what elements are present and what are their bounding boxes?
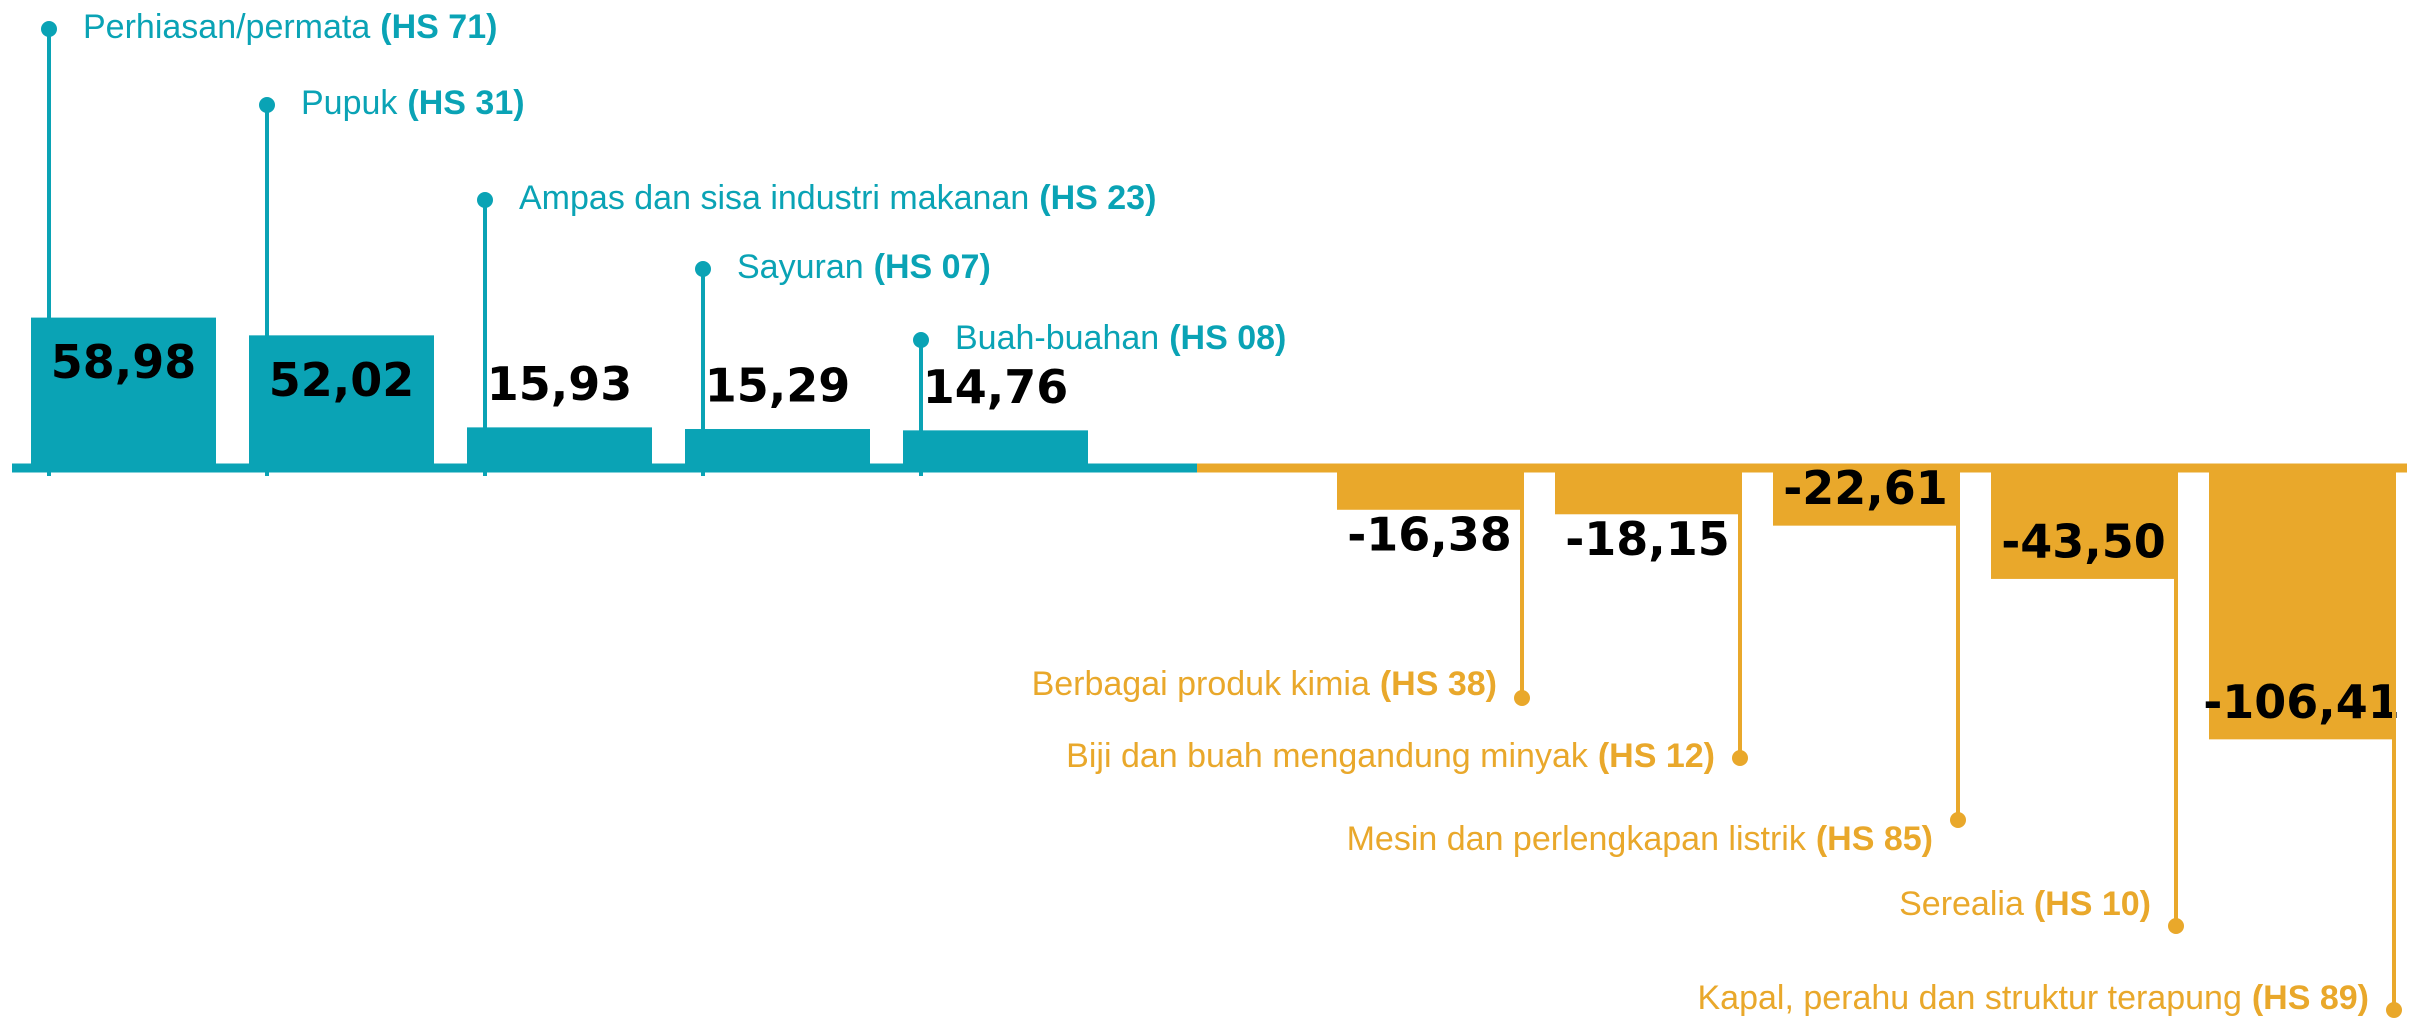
category-name: Perhiasan/permata (83, 8, 370, 46)
category-code: (HS 38) (1380, 665, 1497, 703)
value-label: -18,15 (1565, 512, 1730, 566)
value-label: 14,76 (923, 360, 1069, 414)
category-label: Perhiasan/permata (HS 71) (83, 8, 497, 46)
category-label: Sayuran (HS 07) (737, 248, 991, 286)
value-label: -43,50 (2001, 514, 2166, 568)
category-label: Kapal, perahu dan struktur terapung (HS 8… (1697, 979, 2369, 1017)
bar (1555, 468, 1740, 515)
value-label: 15,93 (487, 357, 633, 411)
callout-dot (477, 192, 493, 208)
category-code: (HS 71) (380, 8, 497, 46)
callout-dot (1732, 750, 1748, 766)
value-label: 58,98 (51, 335, 197, 389)
category-label: Ampas dan sisa industri makanan (HS 23) (519, 179, 1156, 217)
category-name: Buah-buahan (955, 319, 1159, 357)
value-label: -22,61 (1783, 461, 1948, 515)
bar (1991, 468, 2176, 579)
category-name: Berbagai produk kimia (1032, 665, 1370, 703)
callout-dot (695, 261, 711, 277)
category-code: (HS 07) (874, 248, 991, 286)
category-code: (HS 89) (2252, 979, 2369, 1017)
callout-dot (259, 97, 275, 113)
category-code: (HS 12) (1598, 737, 1715, 775)
category-name: Mesin dan perlengkapan listrik (1347, 820, 1807, 858)
value-label: 52,02 (269, 353, 415, 407)
category-label: Mesin dan perlengkapan listrik (HS 85) (1347, 820, 1933, 858)
category-label: Pupuk (HS 31) (301, 84, 525, 122)
value-label: 15,29 (705, 359, 851, 413)
callout-dot (2168, 918, 2184, 934)
bar (467, 427, 652, 468)
category-code: (HS 85) (1816, 820, 1933, 858)
category-label: Berbagai produk kimia (HS 38) (1032, 665, 1497, 703)
category-label: Biji dan buah mengandung minyak (HS 12) (1066, 737, 1715, 775)
callout-dot (2386, 1002, 2402, 1018)
category-name: Biji dan buah mengandung minyak (1066, 737, 1589, 775)
callout-dot (913, 332, 929, 348)
category-code: (HS 31) (407, 84, 524, 122)
category-label: Serealia (HS 10) (1899, 885, 2151, 923)
bar (2209, 468, 2394, 740)
value-label: -106,41 (2203, 675, 2400, 729)
category-name: Kapal, perahu dan struktur terapung (1697, 979, 2241, 1017)
value-label: -16,38 (1347, 507, 1512, 561)
category-name: Serealia (1899, 885, 2024, 923)
category-code: (HS 08) (1169, 319, 1286, 357)
bar (903, 430, 1088, 468)
callout-dot (1950, 812, 1966, 828)
category-name: Ampas dan sisa industri makanan (519, 179, 1029, 217)
category-name: Sayuran (737, 248, 864, 286)
category-label: Buah-buahan (HS 08) (955, 319, 1286, 357)
bar (249, 335, 434, 468)
category-code: (HS 23) (1039, 179, 1156, 217)
bar (31, 317, 216, 468)
callout-dot (41, 21, 57, 37)
category-code: (HS 10) (2034, 885, 2151, 923)
bar (1773, 468, 1958, 526)
callout-dot (1514, 690, 1530, 706)
bar (1337, 468, 1522, 510)
bar (685, 429, 870, 468)
category-name: Pupuk (301, 84, 398, 122)
